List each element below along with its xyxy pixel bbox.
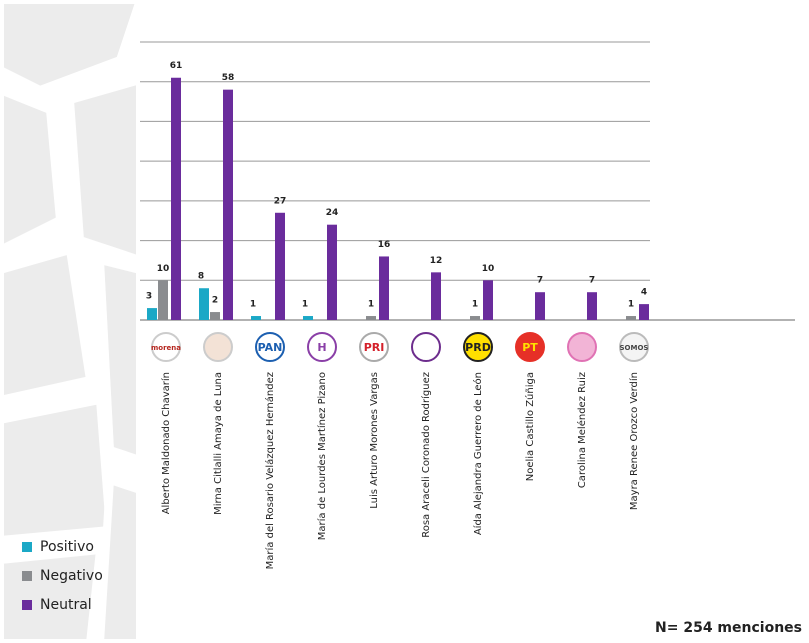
logo-circle xyxy=(412,333,440,361)
value-label: 1 xyxy=(472,300,478,310)
category-label: María de Lourdes Martínez Pizano xyxy=(316,372,328,540)
value-label: 12 xyxy=(430,256,443,266)
bar xyxy=(535,292,545,320)
party-logo: PRI xyxy=(360,333,388,361)
party-logo xyxy=(204,333,232,361)
bar xyxy=(639,304,649,320)
value-label: 24 xyxy=(326,208,339,218)
value-label: 1 xyxy=(250,300,256,310)
bar xyxy=(587,292,597,320)
logo-label: PT xyxy=(522,341,538,354)
party-logo xyxy=(568,333,596,361)
note: N= 254 menciones xyxy=(655,620,802,636)
bar xyxy=(171,78,181,320)
bar xyxy=(483,280,493,320)
category-label: Noelia Castillo Zúñiga xyxy=(524,372,536,481)
category-label: Carolina Meléndez Ruiz xyxy=(576,372,588,488)
category-label: Alberto Maldonado Chavarín xyxy=(160,372,172,514)
bar xyxy=(470,316,480,320)
party-logo: SOMOS xyxy=(620,333,649,361)
logo-circle xyxy=(204,333,232,361)
bar xyxy=(327,225,337,320)
logo-label: PAN xyxy=(258,341,283,354)
logo-label: H xyxy=(317,341,326,354)
logo-label: PRI xyxy=(364,341,385,354)
bar xyxy=(210,312,220,320)
category-label: Aída Alejandra Guerrero de León xyxy=(472,372,484,535)
category-label: Rosa Araceli Coronado Rodríguez xyxy=(420,372,432,538)
bar xyxy=(626,316,636,320)
logo-label: morena xyxy=(151,344,181,352)
party-logo: H xyxy=(308,333,336,361)
bar xyxy=(379,256,389,320)
chart: N= 254 menciones 3 10 61 morena Alberto Mald… xyxy=(0,0,809,643)
bar xyxy=(431,272,441,320)
party-logo: PT xyxy=(516,333,544,361)
category-label: María del Rosario Velázquez Hernández xyxy=(264,372,276,569)
legend-swatch xyxy=(22,542,32,552)
value-label: 1 xyxy=(368,300,374,310)
legend-swatch xyxy=(22,600,32,610)
category-label: Luis Arturo Morones Vargas xyxy=(369,372,380,509)
legend-label: Neutral xyxy=(40,597,92,613)
bar xyxy=(303,316,313,320)
value-label: 1 xyxy=(302,300,308,310)
bar xyxy=(158,280,168,320)
bar xyxy=(366,316,376,320)
bar xyxy=(199,288,209,320)
value-label: 58 xyxy=(222,73,235,83)
value-label: 27 xyxy=(274,196,287,206)
logo-label: SOMOS xyxy=(620,344,649,352)
value-label: 10 xyxy=(157,264,170,274)
value-label: 1 xyxy=(628,300,634,310)
bar xyxy=(251,316,261,320)
party-logo: PAN xyxy=(256,333,284,361)
legend-label: Negativo xyxy=(40,568,103,584)
value-label: 7 xyxy=(537,276,543,286)
value-label: 4 xyxy=(641,288,647,298)
party-logo: morena xyxy=(151,333,181,361)
value-label: 16 xyxy=(378,240,391,250)
value-label: 8 xyxy=(198,272,204,282)
party-logo xyxy=(412,333,440,361)
legend-label: Positivo xyxy=(40,539,94,555)
logo-circle xyxy=(568,333,596,361)
value-label: 10 xyxy=(482,264,495,274)
value-label: 61 xyxy=(170,61,183,71)
bar xyxy=(147,308,157,320)
value-label: 2 xyxy=(212,296,218,306)
category-label: Mayra Renee Orozco Verdín xyxy=(628,372,640,510)
party-logo: PRD xyxy=(464,333,492,361)
value-label: 7 xyxy=(589,276,595,286)
logo-label: PRD xyxy=(465,341,491,354)
bar xyxy=(223,90,233,320)
bar xyxy=(275,213,285,320)
legend-swatch xyxy=(22,571,32,581)
category-label: Mirna Citlalli Amaya de Luna xyxy=(213,372,224,515)
value-label: 3 xyxy=(146,292,152,302)
